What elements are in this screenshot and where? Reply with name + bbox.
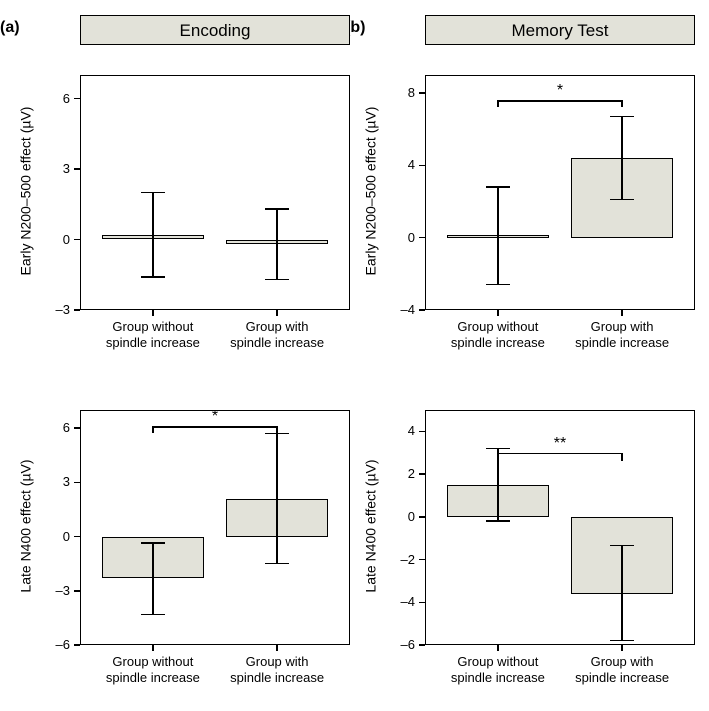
ytick (74, 168, 80, 170)
ytick (419, 644, 425, 646)
xlabel-0: Group withoutspindle increase (90, 654, 217, 687)
errcap-hi (610, 116, 634, 118)
errline (276, 209, 278, 280)
ytick (419, 602, 425, 604)
errcap-hi (486, 448, 510, 450)
ytick (74, 482, 80, 484)
xtick (497, 310, 499, 316)
ytick (419, 165, 425, 167)
ytick-label: –3 (40, 302, 70, 317)
ytick-label: –2 (385, 552, 415, 567)
ytick-label: –3 (40, 583, 70, 598)
ytick (74, 536, 80, 538)
ytick-label: 6 (40, 420, 70, 435)
ytick-label: –4 (385, 302, 415, 317)
sig-tick-r (276, 426, 278, 433)
xlabel-0: Group withoutspindle increase (435, 654, 562, 687)
ytick-label: –6 (385, 637, 415, 652)
ytick (74, 590, 80, 592)
xlabel-0: Group withoutspindle increase (90, 319, 217, 352)
ytick-label: 0 (385, 509, 415, 524)
ytick (74, 644, 80, 646)
ylabel-enc-early: Early N200–500 effect (µV) (17, 73, 33, 308)
ytick-label: 6 (40, 91, 70, 106)
errline (621, 546, 623, 641)
sig-star: * (203, 408, 227, 426)
xlabel-0: Group withoutspindle increase (435, 319, 562, 352)
ytick-label: 3 (40, 161, 70, 176)
errline (276, 434, 278, 564)
sig-tick-r (621, 453, 623, 462)
ytick (419, 431, 425, 433)
header-encoding: Encoding (80, 15, 350, 45)
ylabel-mem-late: Late N400 effect (µV) (362, 408, 378, 643)
errcap-lo (610, 640, 634, 642)
errcap-lo (265, 279, 289, 281)
errline (621, 117, 623, 200)
xtick (621, 310, 623, 316)
xlabel-1: Group withspindle increase (214, 319, 341, 352)
xtick (621, 645, 623, 651)
ytick-label: 0 (385, 230, 415, 245)
panel-label-a: (a) (0, 19, 20, 37)
ytick-label: –6 (40, 637, 70, 652)
header-memory-test: Memory Test (425, 15, 695, 45)
sig-tick-l (152, 426, 154, 433)
errcap-hi (610, 545, 634, 547)
ytick-label: 0 (40, 232, 70, 247)
errcap-lo (486, 284, 510, 286)
sig-line (498, 453, 622, 455)
ytick (74, 239, 80, 241)
errcap-hi (486, 186, 510, 188)
errline (152, 193, 154, 278)
ytick (419, 559, 425, 561)
ytick-label: 4 (385, 423, 415, 438)
sig-tick-l (497, 100, 499, 106)
errcap-lo (141, 614, 165, 616)
ytick-label: 4 (385, 157, 415, 172)
ytick-label: 2 (385, 466, 415, 481)
errcap-lo (610, 199, 634, 201)
sig-tick-r (621, 100, 623, 106)
errcap-hi (141, 542, 165, 544)
errcap-hi (265, 208, 289, 210)
ytick (419, 309, 425, 311)
errcap-lo (486, 520, 510, 522)
xtick (152, 645, 154, 651)
sig-line (153, 426, 277, 428)
xtick (276, 645, 278, 651)
xlabel-1: Group withspindle increase (559, 319, 686, 352)
ytick (419, 516, 425, 518)
figure-root: (a)(b)EncodingMemory Test–3036Early N200… (0, 0, 709, 711)
ytick (74, 309, 80, 311)
xtick (152, 310, 154, 316)
errcap-lo (141, 276, 165, 278)
xlabel-1: Group withspindle increase (559, 654, 686, 687)
ytick-label: –4 (385, 594, 415, 609)
xtick (276, 310, 278, 316)
xtick (497, 645, 499, 651)
ylabel-enc-late: Late N400 effect (µV) (17, 408, 33, 643)
sig-star: ** (548, 435, 572, 453)
ytick (419, 473, 425, 475)
plot-enc-early (80, 75, 350, 310)
ylabel-mem-early: Early N200–500 effect (µV) (362, 73, 378, 308)
ytick-label: 3 (40, 474, 70, 489)
ytick (74, 98, 80, 100)
sig-line (498, 100, 622, 102)
errline (497, 187, 499, 285)
ytick-label: 8 (385, 85, 415, 100)
sig-tick-l (497, 453, 499, 462)
ytick-label: 0 (40, 529, 70, 544)
errcap-lo (265, 563, 289, 565)
errline (152, 543, 154, 614)
ytick (74, 427, 80, 429)
xlabel-1: Group withspindle increase (214, 654, 341, 687)
errcap-hi (141, 192, 165, 194)
ytick (419, 237, 425, 239)
ytick (419, 92, 425, 94)
sig-star: * (548, 82, 572, 100)
